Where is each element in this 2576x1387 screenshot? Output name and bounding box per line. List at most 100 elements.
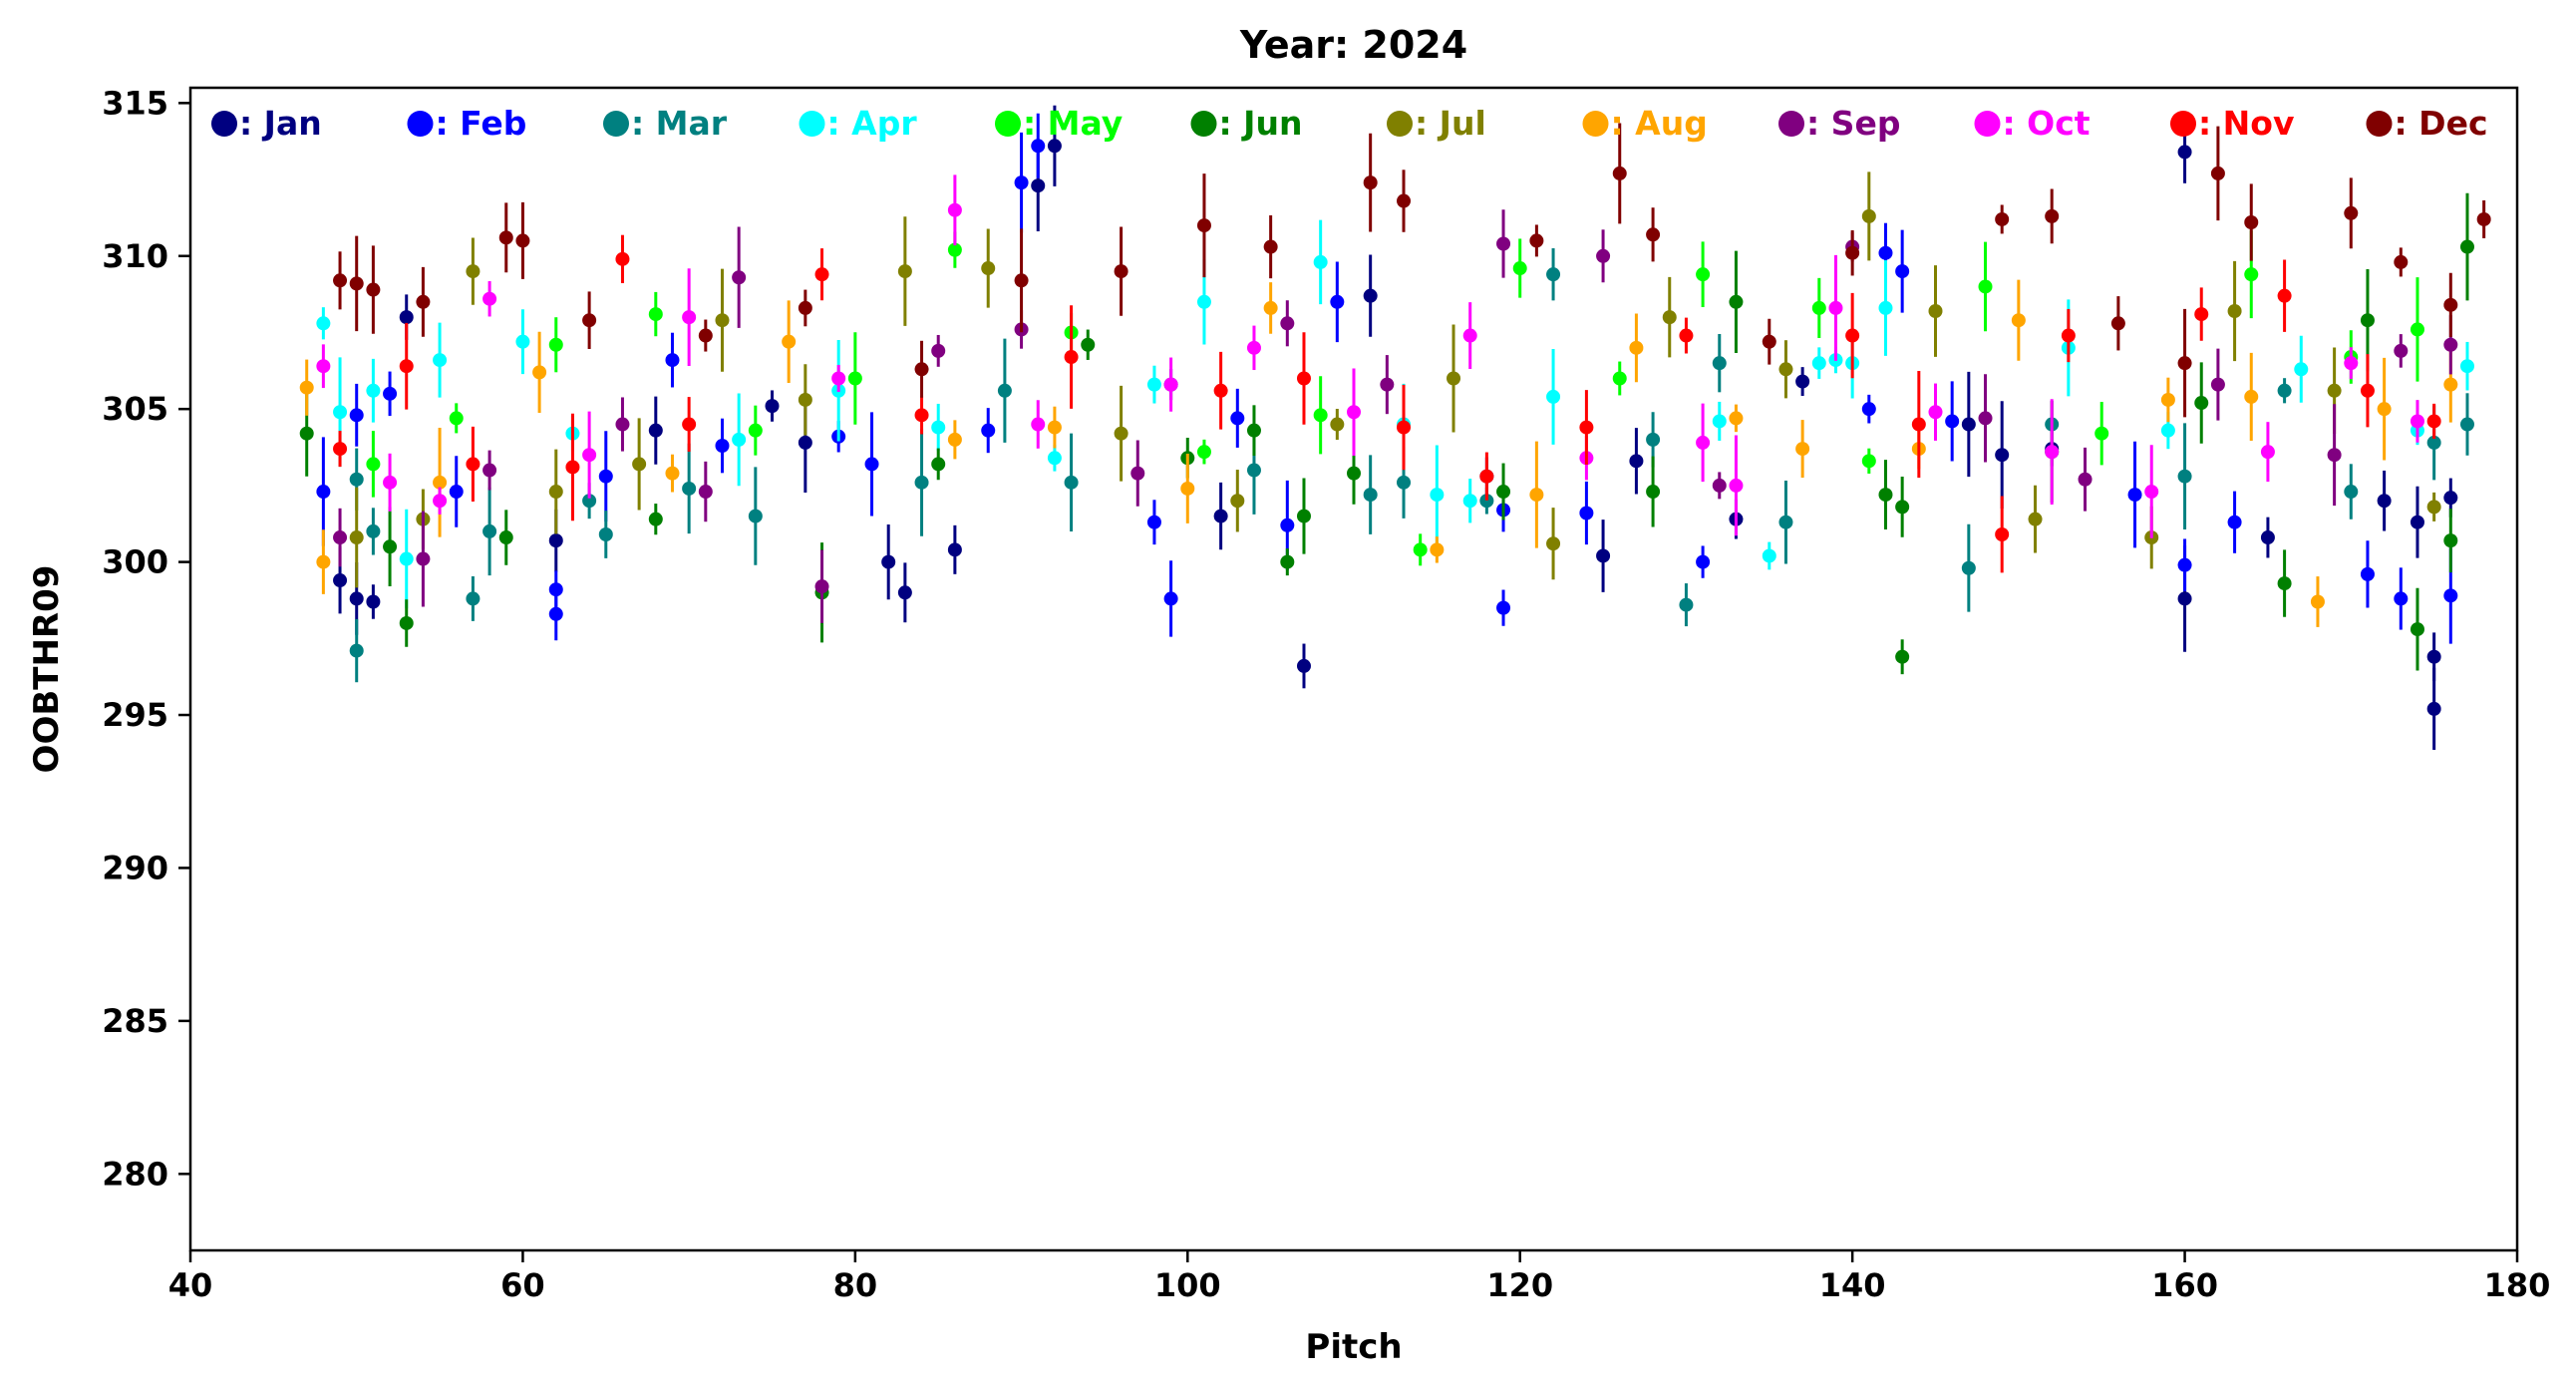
data-point	[1064, 350, 1079, 365]
data-point	[1995, 211, 2010, 226]
data-point	[682, 417, 697, 432]
data-point	[648, 307, 663, 322]
data-point	[1895, 500, 1910, 515]
data-point	[2377, 494, 2392, 509]
axes: 40 60 80 100 120 140 160 180 280 285 290 295 300 305 3…	[102, 84, 2550, 1304]
legend-marker	[407, 111, 434, 137]
data-point	[1696, 554, 1711, 569]
data-point	[548, 606, 563, 621]
data-point	[383, 386, 398, 401]
data-point	[1031, 139, 1046, 154]
data-point	[1895, 264, 1910, 279]
data-point	[1961, 560, 1976, 575]
data-point	[433, 475, 448, 490]
data-point	[1978, 279, 1993, 294]
data-point	[947, 202, 962, 217]
data-point	[515, 334, 530, 349]
series-1	[333, 105, 2458, 751]
data-point	[1196, 445, 1211, 460]
data-point	[1512, 261, 1527, 276]
data-point	[2360, 383, 2375, 398]
data-point	[2459, 417, 2474, 432]
data-point	[2244, 267, 2259, 282]
data-point	[1196, 294, 1211, 309]
data-point	[2426, 414, 2441, 429]
data-point	[748, 423, 763, 438]
data-point	[2127, 488, 2142, 503]
data-point	[1146, 377, 1161, 392]
legend-marker	[1778, 111, 1804, 137]
y-tick-label: 290	[102, 849, 168, 886]
data-point	[665, 353, 680, 368]
data-point	[798, 435, 812, 450]
data-point	[498, 230, 513, 245]
data-point	[1330, 294, 1345, 309]
data-point	[2160, 392, 2175, 407]
data-point	[1496, 236, 1511, 251]
data-point	[366, 383, 381, 398]
legend-label: : Aug	[1611, 104, 1708, 143]
data-point	[1163, 591, 1178, 606]
legend-marker	[211, 111, 237, 137]
data-point	[2177, 356, 2192, 371]
data-point	[449, 485, 464, 500]
legend-marker	[1190, 111, 1217, 137]
data-point	[1811, 356, 1826, 371]
data-point	[1995, 526, 2010, 541]
data-point	[1961, 417, 1976, 432]
data-point	[316, 485, 331, 500]
x-tick-label: 80	[833, 1266, 878, 1304]
data-point	[366, 594, 381, 609]
data-point	[1612, 166, 1627, 180]
data-point	[416, 551, 431, 566]
data-point	[1729, 478, 1744, 493]
data-point	[1795, 442, 1810, 457]
data-point	[582, 494, 597, 509]
data-point	[1712, 414, 1727, 429]
data-point	[914, 362, 929, 377]
data-point	[1462, 494, 1477, 509]
legend-label: : Dec	[2395, 104, 2488, 143]
data-point	[2410, 622, 2424, 637]
legend-label: : Jul	[1415, 104, 1486, 143]
legend-label: : Jun	[1219, 104, 1303, 143]
data-point	[1462, 328, 1477, 343]
data-point	[2443, 337, 2458, 352]
data-point	[2426, 649, 2441, 664]
data-point	[1031, 417, 1046, 432]
data-point	[748, 509, 763, 523]
data-point	[2426, 435, 2441, 450]
data-point	[1546, 536, 1561, 551]
data-point	[399, 615, 414, 630]
data-point	[1180, 481, 1195, 496]
legend-marker	[1582, 111, 1609, 137]
data-point	[1729, 294, 1744, 309]
data-point	[498, 530, 513, 545]
series-10	[316, 174, 2424, 538]
data-point	[1213, 383, 1228, 398]
data-point	[2277, 576, 2292, 591]
data-point	[1114, 264, 1128, 279]
data-point	[2177, 145, 2192, 160]
y-tick-label: 295	[102, 696, 168, 734]
data-point	[399, 359, 414, 374]
data-point	[349, 530, 364, 545]
series-12	[333, 123, 2491, 418]
data-point	[316, 359, 331, 374]
data-point	[2459, 359, 2474, 374]
data-point	[2327, 383, 2342, 398]
data-point	[1246, 340, 1261, 355]
data-point	[864, 457, 879, 472]
data-point	[366, 523, 381, 538]
data-point	[698, 485, 713, 500]
data-point	[698, 328, 713, 343]
data-point	[715, 313, 730, 328]
data-point	[1280, 518, 1295, 532]
data-point	[1014, 175, 1029, 190]
y-tick-label: 285	[102, 1002, 168, 1040]
data-point	[1397, 420, 1412, 435]
data-point	[333, 273, 348, 288]
y-axis-label: OOBTHR09	[27, 565, 67, 774]
data-point	[1579, 506, 1594, 520]
data-point	[814, 579, 829, 594]
